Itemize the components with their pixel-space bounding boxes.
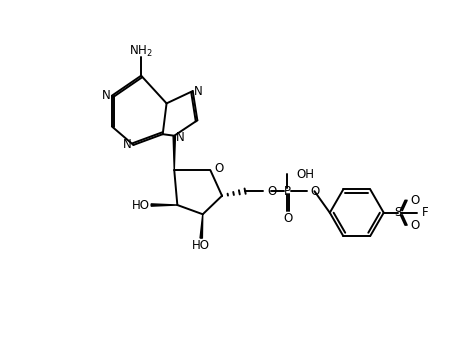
Text: P: P	[284, 185, 291, 198]
Text: NH$_2$: NH$_2$	[129, 44, 153, 59]
Text: HO: HO	[192, 239, 210, 252]
Polygon shape	[173, 136, 175, 170]
Text: O: O	[311, 185, 320, 198]
Text: O: O	[214, 162, 224, 175]
Text: O: O	[267, 185, 277, 198]
Text: F: F	[421, 206, 428, 219]
Text: OH: OH	[297, 168, 315, 181]
Text: O: O	[410, 194, 419, 207]
Polygon shape	[200, 214, 203, 238]
Text: O: O	[410, 218, 419, 231]
Text: N: N	[123, 139, 132, 152]
Text: O: O	[284, 212, 293, 225]
Text: S: S	[394, 206, 401, 219]
Text: N: N	[176, 131, 184, 144]
Text: N: N	[102, 89, 110, 102]
Text: HO: HO	[131, 199, 149, 212]
Polygon shape	[151, 204, 177, 206]
Text: N: N	[194, 84, 203, 97]
